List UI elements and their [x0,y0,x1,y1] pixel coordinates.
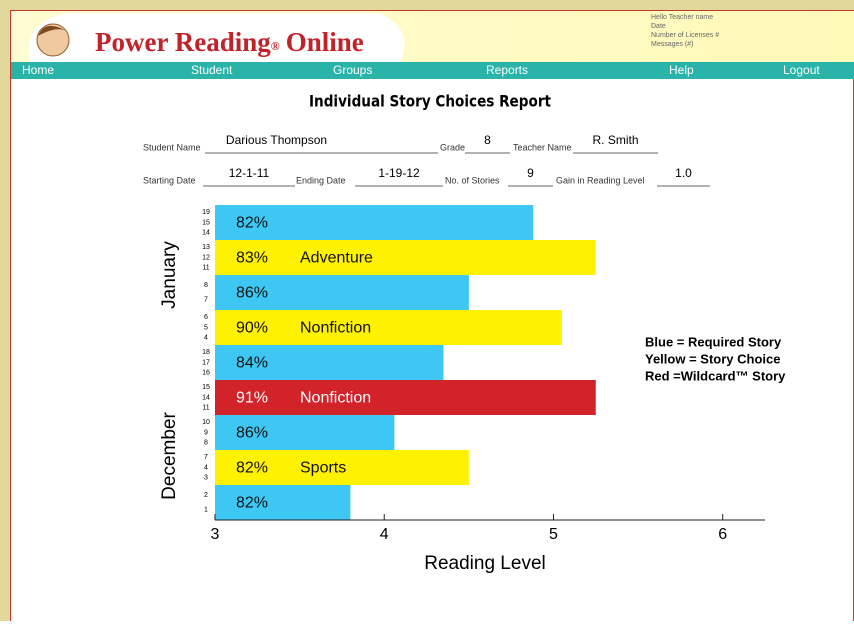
lesson-number: 19 [202,209,210,216]
nav-link[interactable]: Help [669,63,694,77]
lesson-number: 15 [202,384,210,391]
group-label: December [159,412,180,500]
lesson-number: 13 [202,244,210,251]
legend-entry: Yellow = Story Choice [645,351,780,366]
bar [215,240,596,275]
header-info: Number of Licenses # [651,32,719,39]
lesson-number: 8 [204,282,208,289]
bar-genre: Sports [300,460,346,477]
lesson-number: 6 [204,314,208,321]
x-tick-label: 6 [718,526,727,543]
field-label: Gain in Reading Level [556,175,645,185]
field-label: Ending Date [296,175,346,185]
lesson-number: 4 [204,464,208,471]
field-value: 8 [484,133,491,147]
group-label: January [159,241,180,309]
brand: Power Reading® Online [95,27,364,57]
bar-score: 82% [236,215,268,232]
field-value: 12-1-11 [229,166,270,180]
nav-link[interactable]: Logout [783,63,820,77]
lesson-number: 15 [202,219,210,226]
page: Power Reading® Online Hello Teacher name D… [0,0,854,626]
report-title: Individual Story Choices Report [309,92,551,110]
lesson-number: 5 [204,324,208,331]
bar [215,380,596,415]
field-value: 1-19-12 [378,166,420,180]
x-tick-label: 4 [380,526,389,543]
bar-score: 83% [236,250,268,267]
bar-score: 90% [236,320,268,337]
screen: Power Reading® Online Hello Teacher name D… [0,0,854,621]
bar-genre: Nonfiction [300,390,371,407]
bar-genre: Nonfiction [300,320,371,337]
bar-genre: Adventure [300,250,373,267]
lesson-number: 4 [204,335,208,342]
lesson-number: 3 [204,475,208,482]
field-label: Student Name [143,142,201,152]
lesson-number: 17 [202,359,210,366]
lesson-number: 2 [204,492,208,499]
field-label: Grade [440,142,465,152]
bar-score: 91% [236,390,268,407]
field-value: 1.0 [675,166,692,180]
field-value: Darious Thompson [226,133,327,147]
x-tick-label: 3 [211,526,220,543]
brand-mark: ® [271,39,280,53]
lesson-number: 12 [202,254,210,261]
lesson-number: 18 [202,349,210,356]
lesson-number: 9 [204,429,208,436]
lesson-number: 7 [204,454,208,461]
lesson-number: 14 [202,394,210,401]
bar-score: 86% [236,425,268,442]
brand-name: Power Reading [95,27,271,57]
nav-link[interactable]: Student [191,63,233,77]
field-label: Teacher Name [513,142,572,152]
lesson-number: 7 [204,297,208,304]
x-tick-label: 5 [549,526,558,543]
bar-score: 82% [236,460,268,477]
brand-suffix: Online [286,27,364,57]
lesson-number: 1 [204,507,208,514]
lesson-number: 11 [202,405,209,412]
field-label: No. of Stories [445,175,500,185]
bar-score: 86% [236,285,268,302]
lesson-number: 8 [204,440,208,447]
nav-link[interactable]: Reports [486,63,528,77]
nav-bar [11,62,854,79]
bar-score: 82% [236,495,268,512]
legend-entry: Blue = Required Story [645,334,782,349]
field-label: Starting Date [143,175,196,185]
nav-link[interactable]: Groups [333,63,372,77]
lesson-number: 10 [202,419,210,426]
nav-link[interactable]: Home [22,63,54,77]
header-info: Date [651,23,666,30]
lesson-number: 14 [202,230,210,237]
field-value: 9 [527,166,534,180]
bar-score: 84% [236,355,268,372]
lesson-number: 11 [202,265,209,272]
field-value: R. Smith [592,133,638,147]
header-info: Hello Teacher name [651,14,713,21]
legend-entry: Red =Wildcard™ Story [645,368,786,383]
header-info: Messages (#) [651,41,693,48]
x-axis-label: Reading Level [424,553,545,574]
lesson-number: 16 [202,370,210,377]
